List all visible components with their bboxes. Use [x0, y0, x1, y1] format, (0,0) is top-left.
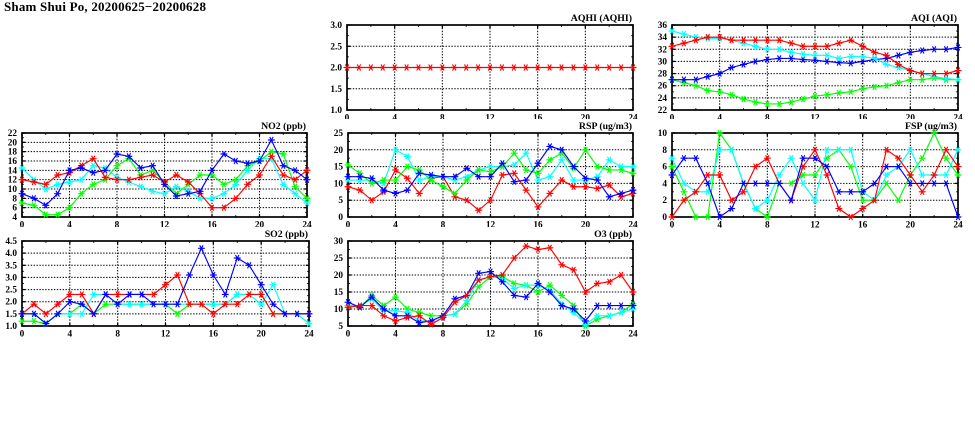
svg-text:0: 0: [670, 221, 675, 231]
svg-text:4: 4: [662, 179, 667, 189]
svg-text:8: 8: [115, 330, 120, 340]
svg-text:1.0: 1.0: [330, 106, 342, 116]
svg-text:12: 12: [486, 330, 496, 340]
svg-text:5: 5: [338, 196, 343, 206]
svg-text:1.5: 1.5: [5, 310, 17, 320]
svg-text:24: 24: [628, 330, 638, 340]
svg-text:RSP (ug/m3): RSP (ug/m3): [579, 121, 632, 132]
svg-text:30: 30: [334, 237, 344, 247]
svg-text:8: 8: [441, 330, 446, 340]
svg-text:24: 24: [953, 221, 963, 231]
svg-text:4: 4: [393, 330, 398, 340]
svg-text:6: 6: [662, 163, 667, 173]
svg-text:4: 4: [717, 221, 722, 231]
svg-text:0: 0: [338, 213, 343, 223]
svg-text:4.0: 4.0: [5, 249, 17, 259]
svg-text:AQHI (AQHI): AQHI (AQHI): [571, 13, 632, 24]
svg-text:2.0: 2.0: [5, 298, 17, 308]
svg-text:NO2 (ppb): NO2 (ppb): [261, 121, 306, 132]
svg-text:16: 16: [209, 330, 219, 340]
svg-text:20: 20: [334, 271, 344, 281]
svg-text:32: 32: [658, 45, 668, 55]
svg-text:10: 10: [658, 129, 668, 139]
svg-text:25: 25: [334, 129, 344, 139]
svg-text:15: 15: [334, 288, 344, 298]
svg-text:16: 16: [533, 330, 543, 340]
svg-text:10: 10: [8, 185, 18, 195]
svg-text:18: 18: [8, 148, 18, 158]
svg-text:36: 36: [658, 21, 668, 31]
svg-text:6: 6: [12, 204, 17, 214]
svg-text:8: 8: [12, 194, 17, 204]
svg-text:O3 (ppb): O3 (ppb): [594, 229, 632, 240]
svg-text:3.0: 3.0: [330, 21, 342, 31]
svg-text:8: 8: [765, 221, 770, 231]
svg-text:24: 24: [304, 330, 314, 340]
svg-text:25: 25: [334, 254, 344, 264]
svg-text:8: 8: [662, 146, 667, 156]
svg-text:4: 4: [12, 213, 17, 223]
svg-text:12: 12: [8, 176, 18, 186]
svg-text:26: 26: [658, 82, 668, 92]
svg-text:0: 0: [662, 213, 667, 223]
svg-text:0: 0: [346, 330, 351, 340]
svg-text:20: 20: [257, 330, 267, 340]
svg-text:28: 28: [658, 70, 668, 80]
svg-text:1.5: 1.5: [330, 85, 342, 95]
svg-text:5: 5: [338, 322, 343, 332]
svg-text:AQI (AQI): AQI (AQI): [911, 13, 957, 24]
svg-text:SO2 (ppb): SO2 (ppb): [265, 229, 308, 240]
svg-text:16: 16: [8, 157, 18, 167]
svg-text:1.0: 1.0: [5, 322, 17, 332]
svg-text:15: 15: [334, 163, 344, 173]
svg-text:3.0: 3.0: [5, 273, 17, 283]
svg-text:2.5: 2.5: [5, 286, 17, 296]
svg-text:FSP (ug/m3): FSP (ug/m3): [905, 121, 957, 132]
svg-text:20: 20: [906, 221, 916, 231]
svg-text:30: 30: [658, 57, 668, 67]
svg-text:34: 34: [658, 33, 668, 43]
svg-text:14: 14: [8, 166, 18, 176]
svg-text:2.5: 2.5: [330, 42, 342, 52]
svg-text:2.0: 2.0: [330, 64, 342, 74]
svg-text:0: 0: [20, 330, 25, 340]
svg-text:20: 20: [581, 330, 591, 340]
svg-text:3.5: 3.5: [5, 261, 17, 271]
svg-text:22: 22: [8, 129, 18, 139]
svg-text:16: 16: [858, 221, 868, 231]
svg-text:2: 2: [662, 196, 667, 206]
svg-text:20: 20: [8, 138, 18, 148]
svg-text:12: 12: [161, 330, 171, 340]
svg-text:10: 10: [334, 179, 344, 189]
svg-text:20: 20: [334, 146, 344, 156]
svg-text:12: 12: [810, 221, 820, 231]
svg-text:24: 24: [658, 94, 668, 104]
svg-text:4: 4: [68, 330, 73, 340]
svg-text:22: 22: [658, 106, 668, 116]
svg-text:4.5: 4.5: [5, 237, 17, 247]
svg-text:10: 10: [334, 305, 344, 315]
